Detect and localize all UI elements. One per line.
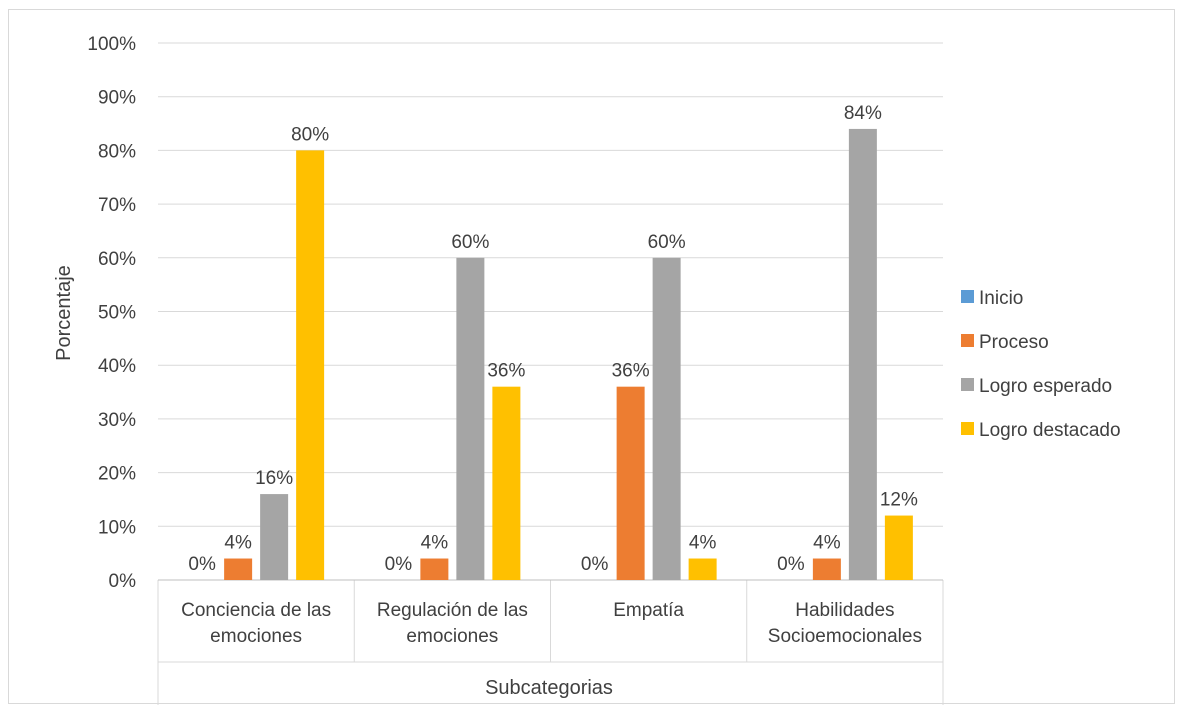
category-label: Conciencia de las emociones: [181, 600, 331, 647]
bar-logro-destacado: [296, 150, 325, 580]
y-tick-label: 20%: [98, 464, 136, 485]
category-label-line: Socioemocionales: [768, 626, 922, 647]
bar-logro-esperado: [652, 257, 681, 580]
data-label: 36%: [487, 361, 525, 382]
category-label: Empatía: [613, 600, 684, 621]
category-label: Regulación de las emociones: [377, 600, 528, 647]
category-label-line: emociones: [210, 626, 302, 647]
chart-area: [8, 9, 1175, 704]
bar-proceso: [616, 386, 645, 580]
legend-label: Inicio: [979, 288, 1023, 309]
bar-logro-destacado: [688, 558, 717, 580]
bar-proceso: [812, 558, 841, 580]
category-label: Habilidades Socioemocionales: [768, 600, 922, 647]
category-label-line: Habilidades: [795, 600, 894, 621]
x-axis-title: Subcategorias: [485, 677, 613, 699]
data-label: 36%: [612, 361, 650, 382]
bar-logro-destacado: [884, 515, 913, 580]
bar-proceso: [224, 558, 253, 580]
data-label: 4%: [421, 533, 449, 554]
legend-label: Logro destacado: [979, 420, 1121, 441]
data-label: 60%: [451, 232, 489, 253]
bar-logro-esperado: [456, 257, 485, 580]
y-tick-label: 40%: [98, 356, 136, 377]
bar-logro-esperado: [260, 494, 289, 580]
legend-swatch-logro-esperado: [961, 378, 974, 391]
category-label-line: Regulación de las: [377, 600, 528, 621]
data-label: 4%: [813, 533, 841, 554]
legend-label: Proceso: [979, 332, 1049, 353]
data-label: 0%: [188, 554, 216, 575]
data-label: 60%: [648, 232, 686, 253]
data-labels: 0% 4% 16% 80% 0% 4% 60% 36% 0% 36% 60% 4% 0% 4% 84% 12%: [188, 103, 918, 575]
category-label-line: emociones: [406, 626, 498, 647]
bar-proceso: [420, 558, 449, 580]
bar-logro-destacado: [492, 386, 521, 580]
legend-label: Logro esperado: [979, 376, 1112, 397]
data-label: 12%: [880, 490, 918, 511]
data-label: 16%: [255, 468, 293, 489]
y-tick-label: 10%: [98, 517, 136, 538]
y-axis-ticks: 0% 10% 20% 30% 40% 50% 60% 70% 80% 90% 100%: [87, 34, 136, 592]
y-tick-label: 60%: [98, 249, 136, 270]
category-label-line: Conciencia de las: [181, 600, 331, 621]
y-tick-label: 100%: [87, 34, 136, 55]
y-tick-label: 70%: [98, 195, 136, 216]
y-axis-title: Porcentaje: [53, 265, 75, 361]
legend-swatch-proceso: [961, 334, 974, 347]
legend-swatch-inicio: [961, 290, 974, 303]
data-label: 84%: [844, 103, 882, 124]
y-tick-label: 30%: [98, 410, 136, 431]
data-label: 80%: [291, 124, 329, 145]
bar-logro-esperado: [848, 128, 877, 581]
y-tick-label: 50%: [98, 303, 136, 324]
gridlines: [157, 42, 944, 705]
category-label-line: Empatía: [613, 600, 684, 621]
data-label: 0%: [777, 554, 805, 575]
y-tick-label: 90%: [98, 88, 136, 109]
data-label: 4%: [689, 533, 717, 554]
legend-swatch-logro-destacado: [961, 422, 974, 435]
data-label: 0%: [581, 554, 609, 575]
y-tick-label: 0%: [109, 571, 137, 592]
bars: [224, 128, 913, 581]
y-tick-label: 80%: [98, 141, 136, 162]
data-label: 0%: [385, 554, 413, 575]
legend: Inicio Proceso Logro esperado Logro destaca…: [961, 288, 1121, 441]
data-label: 4%: [224, 533, 252, 554]
